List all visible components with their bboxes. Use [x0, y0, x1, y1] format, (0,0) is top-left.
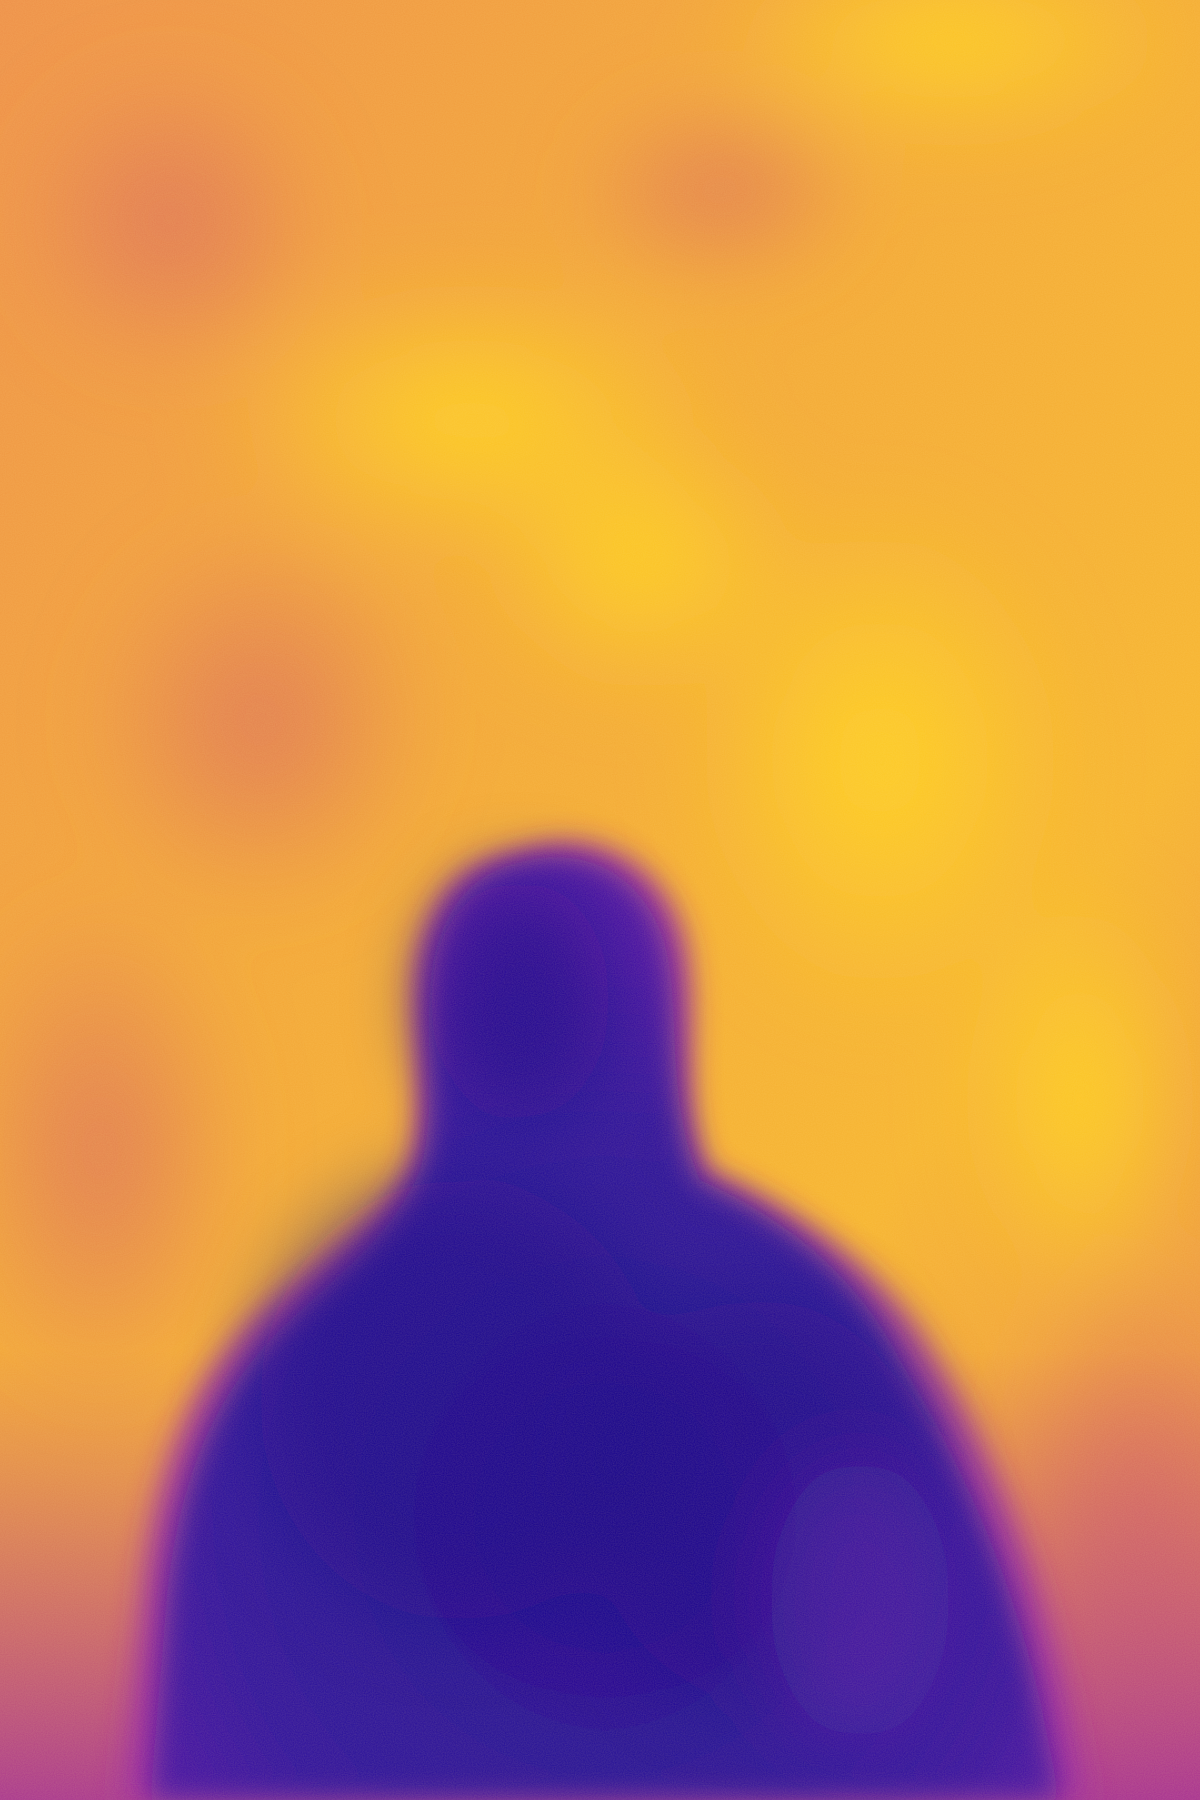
sensor-noise	[0, 0, 1200, 1800]
thermal-image	[0, 0, 1200, 1800]
thermal-scene	[0, 0, 1200, 1800]
